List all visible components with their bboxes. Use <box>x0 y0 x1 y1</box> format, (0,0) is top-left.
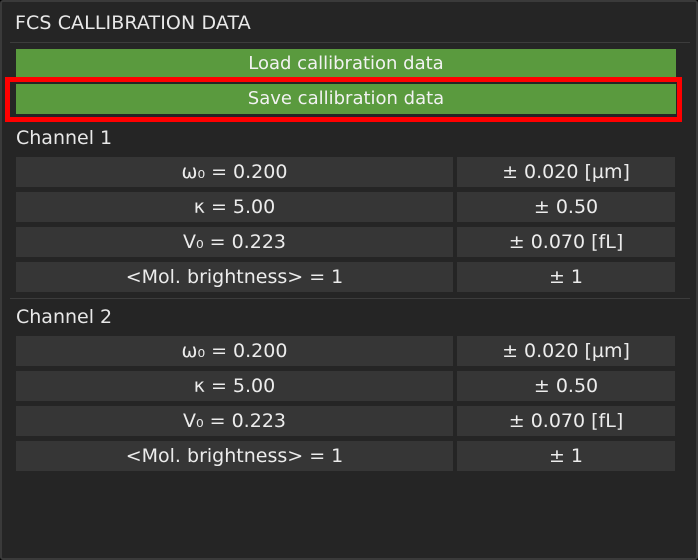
channel-2-omega-error: ± 0.020 [µm] <box>457 336 675 366</box>
channel-1-brightness-value: <Mol. brightness> = 1 <box>16 262 453 292</box>
channel-1-kappa-value: κ = 5.00 <box>16 192 453 222</box>
channel-2-kappa-value: κ = 5.00 <box>16 371 453 401</box>
channel-1-omega-error: ± 0.020 [µm] <box>457 157 675 187</box>
panel-title: FCS CALLIBRATION DATA <box>15 12 251 34</box>
section-divider <box>10 298 690 299</box>
channel-1-label: Channel 1 <box>16 127 113 149</box>
channel-2-kappa-error: ± 0.50 <box>457 371 675 401</box>
channel-2-brightness-error: ± 1 <box>457 441 675 471</box>
channel-2-brightness-value: <Mol. brightness> = 1 <box>16 441 453 471</box>
channel-2-omega-value: ω₀ = 0.200 <box>16 336 453 366</box>
load-calibration-button[interactable]: Load callibration data <box>16 49 676 79</box>
channel-1-volume-error: ± 0.070 [fL] <box>457 227 675 257</box>
channel-1-brightness-error: ± 1 <box>457 262 675 292</box>
channel-2-label: Channel 2 <box>16 306 113 328</box>
title-divider <box>10 42 690 43</box>
channel-1-omega-value: ω₀ = 0.200 <box>16 157 453 187</box>
save-calibration-button[interactable]: Save callibration data <box>16 84 676 114</box>
channel-2-volume-value: V₀ = 0.223 <box>16 406 453 436</box>
channel-1-volume-value: V₀ = 0.223 <box>16 227 453 257</box>
channel-2-volume-error: ± 0.070 [fL] <box>457 406 675 436</box>
channel-1-kappa-error: ± 0.50 <box>457 192 675 222</box>
